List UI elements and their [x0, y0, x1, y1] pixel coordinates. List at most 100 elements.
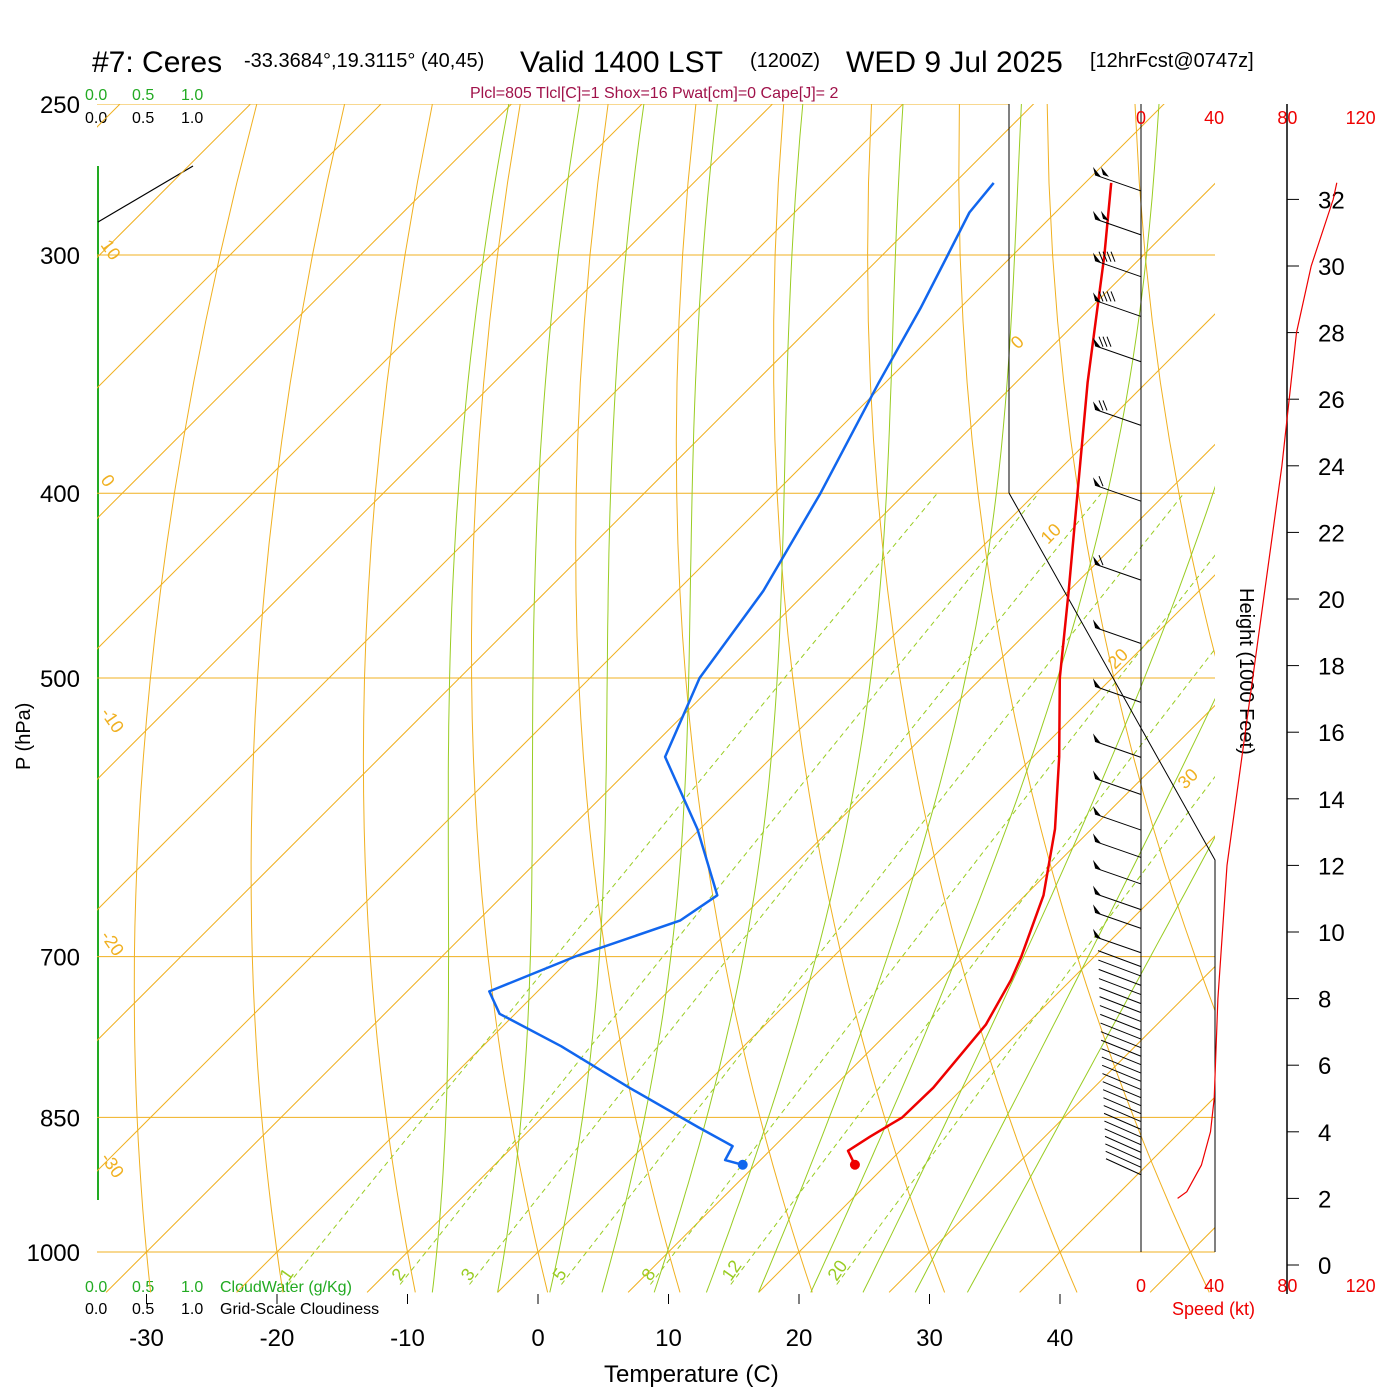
pressure-tick-label: 500 [40, 666, 80, 693]
wind-barb-shaft [1094, 936, 1142, 954]
isotherm-line [497, 574, 1215, 1293]
wind-barb-shaft [1104, 1135, 1142, 1153]
wind-barb-feather [1110, 251, 1116, 262]
mixing-ratio-line [561, 492, 1185, 1285]
speed-line [1177, 182, 1338, 1199]
wind-barb-flag [1093, 806, 1101, 817]
isotherm-line [97, 104, 382, 389]
isotherm-line [97, 104, 904, 911]
wind-barb-shaft [1104, 1128, 1142, 1146]
wind-barb-flag [1093, 166, 1101, 177]
mixing-ratio-label: 12 [718, 1256, 746, 1284]
wind-barb-shaft [1100, 1013, 1142, 1031]
height-tick-label: 8 [1318, 987, 1331, 1014]
wind-barb-flag [1093, 252, 1101, 263]
wind-barb-shaft [1094, 484, 1142, 502]
isotherm-label: 30 [1174, 765, 1202, 793]
dry-adiabat-line [250, 104, 346, 1293]
wind-barb-shaft [1098, 968, 1142, 986]
wind-barb-feather [1098, 251, 1104, 262]
moist-adiabat-line [497, 104, 580, 1293]
wind-barb-shaft [1098, 959, 1142, 977]
wind-barb-shaft [1104, 1120, 1142, 1138]
moist-adiabat-line [653, 104, 804, 1293]
y-axis-label: P (hPa) [13, 703, 35, 770]
isotherm-line [758, 835, 1215, 1293]
cloudiness-tick-bottom: 0.5 [132, 1301, 154, 1318]
cloud-scales: 0.0 0.5 1.0 0.0 0.5 1.0 0.0 0.5 1.0 Clou… [85, 87, 379, 1318]
x-axis-label: Temperature (C) [604, 1361, 779, 1388]
valid-time: Valid 1400 LST [520, 46, 723, 79]
height-tick-label: 2 [1318, 1186, 1331, 1213]
wind-barb-shaft [1094, 627, 1142, 644]
station-title: #7: Ceres [92, 46, 222, 79]
wind-barb-flag [1093, 619, 1101, 630]
wind-barb-flag [1093, 556, 1101, 567]
height-tick-label: 26 [1318, 387, 1345, 414]
temperature-tick-label: -30 [129, 1325, 164, 1352]
wind-barb-feather [1106, 251, 1112, 262]
wind-barb-shaft [1103, 1105, 1142, 1123]
dry-adiabat-line [1311, 104, 1400, 1292]
isotherm-label: 10 [97, 236, 125, 264]
temperature-tick-label: 20 [786, 1325, 813, 1352]
station-coords: -33.3684°,19.3115° (40,45) [244, 50, 484, 72]
moist-adiabat-line [966, 836, 1215, 1293]
wind-barb-shaft [1099, 996, 1142, 1014]
speed-tick-label: 120 [1346, 108, 1376, 128]
mixing-ratio-label: 8 [637, 1265, 659, 1285]
temperature-tick-label: 40 [1047, 1325, 1074, 1352]
moist-adiabat-line [549, 104, 645, 1293]
wind-barb-shaft [1094, 563, 1142, 581]
wind-barb-shaft [1094, 740, 1142, 758]
dry-adiabat-line [1046, 104, 1215, 1013]
dry-adiabat-line [362, 104, 433, 1293]
wind-barb-feather [1098, 476, 1104, 487]
height-tick-label: 0 [1318, 1253, 1331, 1280]
surface-dewpoint-marker [737, 1159, 748, 1170]
moist-adiabat-line [862, 485, 1215, 1293]
wind-barb-shaft [1094, 345, 1142, 363]
wind-barb-shaft [1101, 1048, 1142, 1066]
height-tick-label: 14 [1318, 787, 1345, 814]
mixing-ratio-line [399, 492, 1040, 1285]
moist-adiabat-line [914, 697, 1215, 1293]
cloudiness-tick-top: 0.0 [85, 110, 107, 127]
temperature-tick-label: 10 [655, 1325, 682, 1352]
speed-tick-label: 120 [1346, 1276, 1376, 1296]
cloudwater-tick-top: 1.0 [181, 87, 203, 104]
mixing-ratio-line [469, 492, 1102, 1285]
wind-barb-shaft [1099, 987, 1142, 1005]
isotherm-line [97, 104, 1035, 1042]
height-tick-label: 18 [1318, 654, 1345, 681]
temperature-tick-label: 30 [916, 1325, 943, 1352]
wind-barb-shaft [1105, 1143, 1142, 1161]
sounding-profiles [488, 182, 1113, 1170]
isotherm-line [97, 104, 774, 781]
cloudiness-tick-bottom: 0.0 [85, 1301, 107, 1318]
cloudiness-profile [97, 165, 194, 223]
mixing-ratio-label: 2 [387, 1265, 409, 1285]
pressure-axis: 250 300 400 500 700 850 1000 [27, 92, 80, 1267]
dry-adiabat-line [575, 104, 681, 1293]
wind-barb-flag [1093, 770, 1101, 781]
wind-barb-shaft [1100, 1031, 1142, 1049]
wind-barb-feather [1110, 291, 1116, 302]
cloudiness-tick-top: 0.5 [132, 110, 154, 127]
wind-barb-feather [1098, 554, 1104, 566]
cloudiness-label: Grid-Scale Cloudiness [220, 1301, 379, 1318]
cloudwater-tick-top: 0.5 [132, 87, 154, 104]
mixing-ratio-label: 5 [548, 1265, 570, 1285]
height-tick-label: 30 [1318, 254, 1345, 281]
wind-barb-shaft [1094, 260, 1142, 278]
pressure-tick-label: 1000 [27, 1240, 80, 1267]
wind-barb-feather [1098, 291, 1104, 302]
speed-tick-label: 0 [1136, 108, 1146, 128]
wind-barb-shaft [1103, 1112, 1142, 1130]
cloudwater-label: CloudWater (g/Kg) [220, 1279, 352, 1296]
wind-barb-feather [1102, 251, 1108, 262]
height-tick-label: 22 [1318, 520, 1345, 547]
dry-adiabat-line [773, 104, 946, 1293]
